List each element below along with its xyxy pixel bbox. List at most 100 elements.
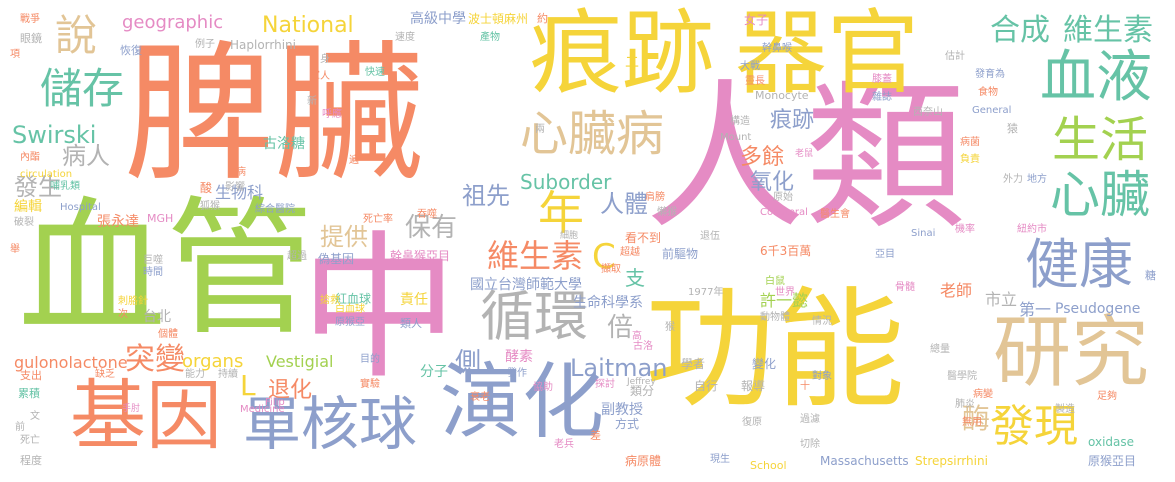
word-yang-hua: 氧化	[750, 170, 795, 195]
word-xi-nai-shan: 西奈山	[913, 107, 943, 118]
word-school: School	[750, 459, 787, 472]
word-ling-chang: 靈長	[745, 76, 765, 87]
word-gu-sui: 骨髓	[895, 282, 915, 293]
word-bian-ji: 編輯	[14, 199, 42, 215]
word-guo-lu: 過濾	[800, 414, 820, 425]
word-monocyte: Monocyte	[755, 89, 809, 102]
word-strepsirrhini: Strepsirrhini	[915, 454, 988, 468]
word-qi-guan: 器官	[735, 0, 920, 107]
word-gu-luo-tang: 古洛糖	[263, 136, 305, 152]
word-lei-ji: 累積	[18, 387, 40, 400]
word-bai-shu: 白鼠	[765, 276, 785, 287]
word-tui-hua: 退化	[268, 378, 313, 403]
word-shuai-lao: 衰老	[470, 392, 490, 403]
word-ju: 舉	[10, 244, 20, 255]
word-hu-ying: 呼應	[322, 109, 342, 120]
word-sheng-wu-ke: 生物科	[215, 183, 264, 202]
word-hu-hou: 狐猴	[200, 201, 220, 212]
word-shou-zhou: 手肘	[122, 404, 141, 414]
word-geographic: geographic	[122, 12, 224, 33]
word-dui-xiang: 對象	[812, 371, 832, 382]
word-hui-fu: 恢復	[120, 44, 142, 57]
word-qian-qu-wu: 前驅物	[662, 247, 699, 261]
word-shen: 身	[320, 54, 330, 65]
word-er: 二	[625, 55, 639, 71]
word-shi-yan: 實驗	[360, 379, 380, 390]
word-gu-ji: 估計	[945, 51, 965, 62]
word-qie-chu: 切除	[800, 439, 820, 450]
word-ying-xiang: 影響	[225, 182, 245, 193]
word-1977: 1977年	[688, 287, 724, 298]
word-yuan-shi: 原始	[773, 192, 793, 203]
word-di-yi: 第一	[1019, 300, 1052, 319]
word-gan-bi-hou: 幹鼻喉	[762, 43, 792, 54]
word-xi-bao: 細胞	[560, 231, 579, 241]
word-filip: Filip	[265, 397, 285, 408]
word-po-lie: 破裂	[14, 217, 34, 228]
word-shi-wu: 食物	[978, 87, 998, 98]
word-zu-xian: 祖先	[462, 182, 510, 210]
word-gan-bi-hou-ya-mu: 幹鼻猴亞目	[390, 249, 451, 263]
word-ze-ren: 責任	[400, 292, 428, 308]
word-sheng-huo: 生活	[1052, 112, 1149, 168]
word-bai-xue-qiu: 白血球	[335, 304, 365, 315]
word-suborder: Suborder	[520, 170, 612, 194]
word-qiang-jiu: 搶救	[320, 295, 340, 306]
word-kuai-su: 快速	[365, 67, 385, 78]
word-bao-dao: 報導	[741, 379, 766, 393]
word-hen-ji-small: 痕跡	[770, 108, 815, 133]
word-ci: 次	[118, 309, 128, 320]
word-massachusetts: Massachusetts	[820, 454, 909, 468]
word-xiang: 項	[10, 49, 20, 60]
word-chi-xu: 持續	[218, 369, 238, 380]
word-gu-luo: 古洛	[633, 341, 653, 352]
word-chao-yue: 超越	[620, 247, 640, 258]
word-da-zhan: 大戰	[740, 61, 760, 72]
word-fa-yu-wei: 發育為	[975, 69, 1005, 80]
word-yan-jiu: 研究	[993, 308, 1150, 398]
word-tai-bei: 台北	[143, 309, 171, 325]
word-zong-liang: 總量	[930, 344, 950, 355]
word-gou-zao: 構造	[730, 116, 750, 127]
word-xin-zang-bing: 心臟病	[520, 106, 665, 162]
word-jun-ren: 軍人	[310, 71, 330, 82]
word-xian-sheng: 現生	[710, 454, 730, 465]
word-shi-jian: 時間	[143, 267, 163, 278]
word-zhong: 中	[300, 217, 458, 401]
word-li-zi: 例子	[195, 39, 215, 50]
word-xie-zhu: 協助	[533, 382, 553, 393]
word-bei: 倍	[607, 313, 634, 343]
word-chu-cun: 儲存	[40, 64, 125, 113]
word-yi-sheng-hui: 醫生會	[820, 209, 850, 220]
word-fu-jiao-shou: 副教授	[601, 402, 643, 418]
word-xun-huan: 循環	[480, 285, 588, 348]
word-zhi: 支	[625, 266, 645, 290]
word-chan-wu: 產物	[480, 32, 500, 43]
word-suan: 酸	[200, 181, 213, 195]
word-zu-gou: 足夠	[1097, 391, 1117, 402]
word-wen: 文	[30, 411, 40, 422]
word-gong-neng: 功能	[645, 274, 906, 426]
word-wei-sheng-su-2: 維生素	[487, 237, 584, 275]
word-bu-ru-lei: 哺乳類	[50, 181, 80, 192]
word-hen-ji: 痕跡	[530, 0, 715, 107]
word-jian-bang: 肩膀	[645, 192, 665, 203]
word-xin-zang: 心臟	[1050, 166, 1150, 224]
word-qing-kuang: 情況	[812, 316, 832, 327]
word-ti-gong: 提供	[320, 223, 368, 251]
word-nei-zhi: 內酯	[20, 152, 40, 163]
word-ji-yin: 基因	[70, 371, 222, 460]
word-mei: 酶	[962, 402, 991, 435]
word-mgh: MGH	[147, 212, 174, 225]
word-general: General	[972, 105, 1012, 116]
word-he-cheng: 合成	[990, 13, 1050, 48]
word-shi-li: 市立	[985, 290, 1018, 309]
word-tui-wu: 退伍	[700, 231, 720, 242]
word-yuan: 猿	[1007, 122, 1018, 135]
word-mount: Mount	[720, 132, 752, 143]
word-wei-sheng-su-1: 維生素	[1063, 13, 1153, 48]
word-zhi-zao: 製造	[1055, 404, 1075, 415]
word-zhan-zheng: 戰爭	[20, 14, 40, 25]
word-xu-yi-yi: 許一懿	[760, 291, 809, 310]
word-fang-shi: 方式	[615, 417, 640, 431]
